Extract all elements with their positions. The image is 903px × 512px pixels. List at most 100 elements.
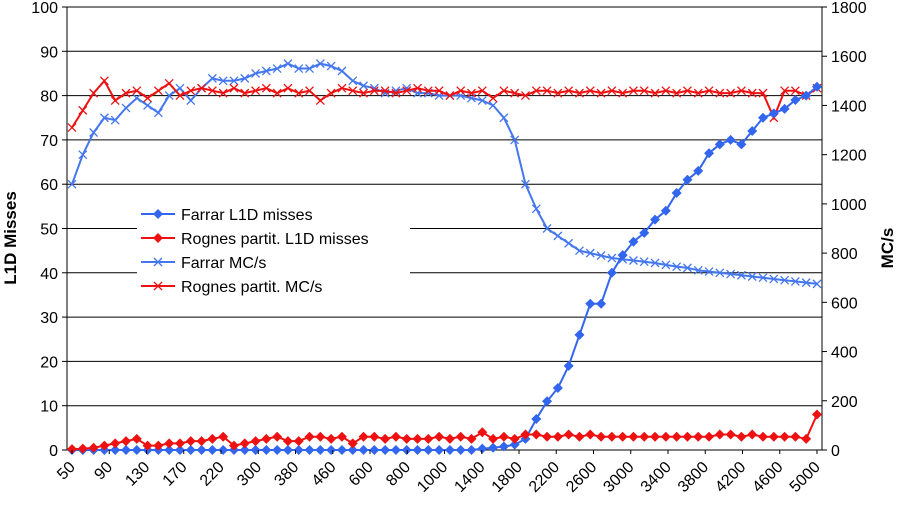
legend-label: Rognes partit. L1D misses — [181, 231, 369, 248]
data-point — [467, 88, 476, 98]
data-point — [715, 268, 725, 278]
data-point — [780, 275, 790, 285]
data-point — [99, 76, 109, 86]
data-point — [337, 66, 347, 76]
data-point — [747, 88, 757, 98]
data-point — [704, 86, 714, 96]
data-point — [348, 76, 358, 86]
x-tick-label: 220 — [197, 459, 228, 490]
data-point — [239, 445, 250, 455]
data-point — [196, 445, 207, 455]
data-point — [293, 445, 304, 455]
data-point — [531, 429, 542, 440]
x-tick-label: 1800 — [489, 459, 526, 496]
data-point — [336, 445, 347, 455]
data-point — [693, 265, 703, 275]
data-point — [769, 274, 779, 284]
data-point — [768, 431, 779, 442]
data-point — [185, 436, 196, 447]
right-tick-label: 1400 — [831, 98, 867, 115]
series-line — [71, 62, 818, 285]
data-point — [434, 431, 445, 442]
data-point — [121, 88, 131, 98]
data-point — [736, 139, 747, 150]
data-point — [153, 108, 163, 118]
right-tick-label: 1600 — [831, 49, 867, 66]
data-point — [207, 86, 217, 96]
data-point — [682, 431, 693, 442]
right-tick-label: 200 — [831, 394, 858, 411]
data-point — [672, 262, 682, 272]
x-tick-label: 4200 — [712, 459, 749, 496]
data-point — [575, 88, 584, 98]
data-point — [197, 83, 207, 93]
data-point — [661, 260, 671, 270]
data-point — [229, 83, 239, 93]
data-point — [304, 445, 315, 455]
left-tick-label: 10 — [40, 399, 58, 416]
right-tick-label: 800 — [831, 246, 858, 263]
data-point — [347, 445, 358, 455]
left-tick-label: 60 — [40, 177, 58, 194]
x-tick-label: 50 — [54, 459, 79, 484]
data-point — [380, 445, 391, 455]
data-point — [779, 103, 790, 114]
x-tick-label: 4600 — [749, 459, 786, 496]
data-point — [444, 433, 455, 444]
data-point — [672, 88, 682, 98]
data-point — [606, 431, 617, 442]
data-point — [671, 431, 682, 442]
legend-item-rognes-partit-l1d-misses: Rognes partit. L1D misses — [141, 231, 369, 248]
data-point — [801, 90, 812, 101]
data-point — [401, 445, 412, 455]
data-point — [790, 86, 800, 96]
data-point — [758, 273, 768, 283]
left-tick-label: 70 — [40, 133, 58, 150]
series-rognes-partit-mc-s — [67, 76, 822, 133]
right-axis-ticks: 0 200 400 600 800 1000 1200 1400 1600 1800 — [822, 0, 867, 460]
data-point — [510, 135, 520, 145]
data-point — [596, 431, 607, 442]
data-point — [218, 445, 229, 455]
data-point — [239, 438, 250, 449]
right-tick-label: 600 — [831, 295, 858, 312]
data-point — [445, 91, 455, 101]
data-point — [585, 86, 595, 96]
data-point — [120, 436, 131, 447]
left-tick-label: 100 — [31, 0, 58, 17]
left-tick-label: 40 — [40, 266, 58, 283]
data-point — [110, 438, 121, 449]
data-point — [693, 165, 704, 176]
data-point — [207, 73, 217, 83]
data-point — [143, 93, 153, 103]
data-point — [153, 440, 164, 451]
x-axis-ticks: 50 90 130 170 220 300 380 460 600 800 1000 1400 1800… — [54, 450, 824, 496]
data-point — [736, 86, 746, 96]
data-point — [358, 431, 369, 442]
data-point — [650, 88, 660, 98]
data-point — [531, 413, 542, 424]
left-tick-label: 80 — [40, 89, 58, 106]
data-point — [282, 445, 293, 455]
data-point — [628, 236, 639, 247]
x-tick-label: 90 — [91, 459, 116, 484]
data-point — [521, 179, 530, 189]
data-point — [326, 61, 336, 71]
data-point — [509, 433, 520, 444]
data-point — [801, 278, 811, 288]
data-point — [218, 88, 228, 98]
legend-item-farrar-mc-s: Farrar MC/s — [141, 255, 266, 272]
data-point — [499, 113, 509, 123]
data-point — [714, 429, 725, 440]
data-point — [132, 93, 142, 103]
left-tick-label: 20 — [40, 354, 58, 371]
data-point — [758, 112, 769, 123]
data-point — [521, 91, 530, 101]
data-point — [164, 91, 174, 101]
data-point — [282, 436, 293, 447]
legend-box — [137, 200, 410, 294]
data-point — [628, 431, 639, 442]
data-point — [283, 83, 293, 93]
data-point — [359, 81, 368, 91]
